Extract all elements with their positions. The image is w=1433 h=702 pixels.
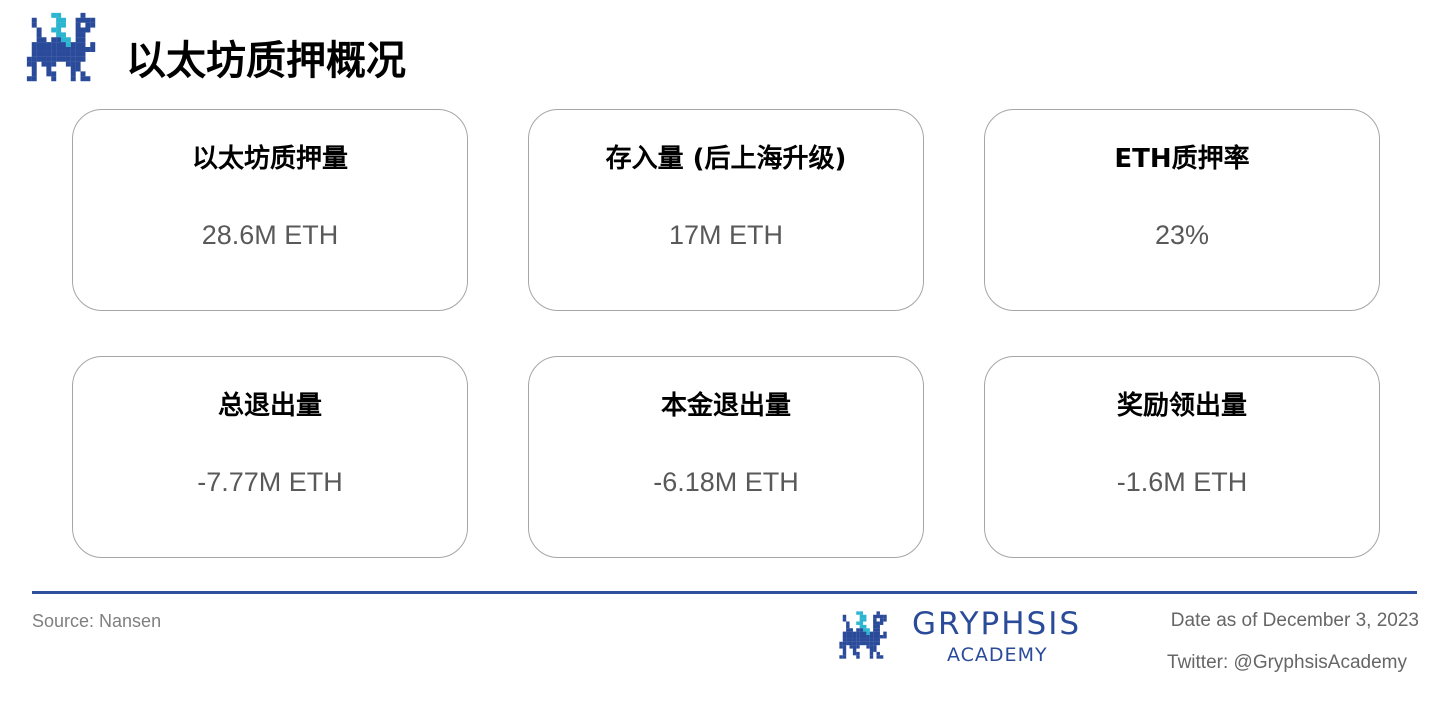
card-title: 本金退出量 — [660, 391, 791, 421]
card-reward-withdrawals: 奖励领出量 -1.6M ETH — [984, 356, 1380, 558]
card-value: 23% — [1154, 220, 1210, 250]
card-title: 总退出量 — [217, 391, 322, 421]
date-note: Date as of December 3, 2023 — [1170, 610, 1419, 631]
twitter-handle: Twitter: @GryphsisAcademy — [1167, 652, 1407, 673]
card-value: -7.77M ETH — [197, 467, 343, 497]
card-value: -6.18M ETH — [653, 467, 799, 497]
gryphon-logo-icon — [839, 611, 887, 659]
source-note: Source: Nansen — [32, 611, 162, 631]
card-title: ETH质押率 — [1114, 144, 1250, 174]
card-title: 存入量 (后上海升级) — [605, 144, 847, 174]
page-title: 以太坊质押概况 — [126, 38, 406, 84]
card-principal-withdrawals: 本金退出量 -6.18M ETH — [528, 356, 924, 558]
brand-name: GRYPHSIS — [912, 606, 1082, 642]
gryphon-logo-icon — [26, 12, 96, 82]
card-staked-amount: 以太坊质押量 28.6M ETH — [72, 109, 468, 311]
card-value: -1.6M ETH — [1116, 467, 1248, 497]
card-title: 奖励领出量 — [1116, 391, 1247, 421]
divider — [32, 591, 1417, 594]
card-deposits: 存入量 (后上海升级) 17M ETH — [528, 109, 924, 311]
brand-subtitle: ACADEMY — [947, 644, 1048, 666]
card-title: 以太坊质押量 — [191, 144, 348, 174]
card-total-withdrawals: 总退出量 -7.77M ETH — [72, 356, 468, 558]
card-value: 28.6M ETH — [201, 220, 339, 250]
card-value: 17M ETH — [668, 220, 784, 250]
card-staking-rate: ETH质押率 23% — [984, 109, 1380, 311]
